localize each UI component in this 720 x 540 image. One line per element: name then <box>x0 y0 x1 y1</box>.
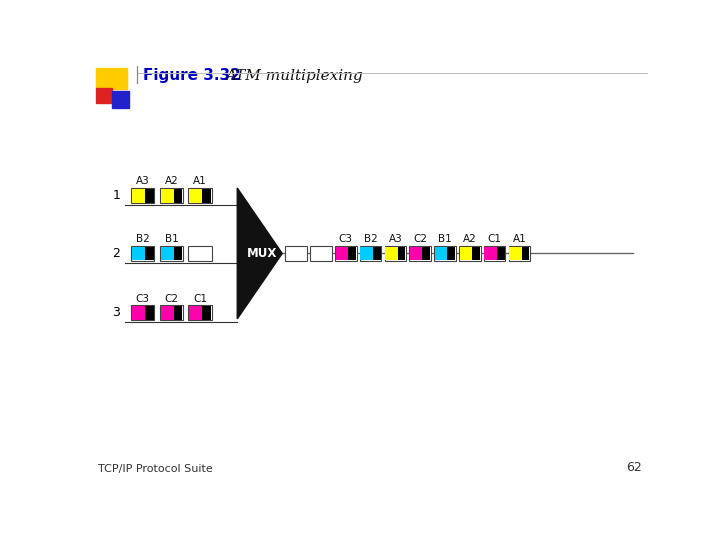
Bar <box>434 246 456 261</box>
Bar <box>509 247 522 260</box>
Bar <box>484 246 505 261</box>
Bar <box>145 247 153 260</box>
Bar <box>202 189 211 202</box>
Bar <box>161 189 174 202</box>
Bar <box>174 306 182 320</box>
Bar <box>472 247 480 260</box>
Bar <box>459 247 472 260</box>
Bar <box>161 306 174 320</box>
Bar <box>189 246 212 261</box>
Bar <box>174 189 182 202</box>
Bar <box>361 247 373 260</box>
Text: C3: C3 <box>135 294 150 303</box>
Bar <box>497 247 505 260</box>
Bar <box>435 247 447 260</box>
Bar <box>348 247 356 260</box>
Bar <box>335 246 356 261</box>
Bar <box>161 247 174 260</box>
Text: A1: A1 <box>193 177 207 186</box>
Text: 1: 1 <box>112 189 120 202</box>
Bar <box>96 68 127 90</box>
Bar <box>485 247 497 260</box>
Bar <box>310 246 332 261</box>
Bar <box>160 188 183 204</box>
Text: A1: A1 <box>513 234 526 244</box>
Bar <box>360 246 382 261</box>
Bar <box>160 305 183 320</box>
Text: C1: C1 <box>193 294 207 303</box>
Bar <box>385 247 397 260</box>
Text: A3: A3 <box>389 234 402 244</box>
Text: Figure 3.32: Figure 3.32 <box>143 68 240 83</box>
Bar <box>384 246 406 261</box>
Bar <box>373 247 381 260</box>
Text: B2: B2 <box>136 234 150 244</box>
Text: ATM multiplexing: ATM multiplexing <box>225 69 364 83</box>
Bar <box>131 305 154 320</box>
Bar <box>131 188 154 204</box>
Bar <box>522 247 529 260</box>
Text: A2: A2 <box>164 177 179 186</box>
Text: C2: C2 <box>413 234 427 244</box>
Text: B1: B1 <box>164 234 179 244</box>
Bar <box>202 306 211 320</box>
Bar <box>145 306 153 320</box>
Bar <box>409 246 431 261</box>
Bar <box>96 88 112 103</box>
Bar <box>132 247 145 260</box>
Bar <box>285 246 307 261</box>
Text: TCP/IP Protocol Suite: TCP/IP Protocol Suite <box>98 464 212 475</box>
Bar <box>145 189 153 202</box>
Bar <box>459 246 481 261</box>
Bar <box>174 247 182 260</box>
Bar <box>423 247 431 260</box>
Bar <box>132 189 145 202</box>
Text: C2: C2 <box>164 294 179 303</box>
Bar <box>508 246 530 261</box>
Text: A3: A3 <box>136 177 150 186</box>
Bar <box>189 189 202 202</box>
Text: B1: B1 <box>438 234 452 244</box>
Bar <box>189 305 212 320</box>
Bar <box>160 246 183 261</box>
Text: 2: 2 <box>112 247 120 260</box>
Text: C3: C3 <box>338 234 353 244</box>
Bar <box>336 247 348 260</box>
Text: 3: 3 <box>112 306 120 319</box>
Bar <box>189 306 202 320</box>
Text: 62: 62 <box>626 462 642 475</box>
Bar <box>189 188 212 204</box>
Bar <box>132 306 145 320</box>
Text: MUX: MUX <box>247 247 277 260</box>
Text: B2: B2 <box>364 234 377 244</box>
Text: A2: A2 <box>463 234 477 244</box>
Bar <box>112 91 129 108</box>
Text: C1: C1 <box>487 234 502 244</box>
Bar <box>397 247 405 260</box>
Bar <box>447 247 455 260</box>
Polygon shape <box>238 188 282 319</box>
Bar <box>410 247 423 260</box>
Bar <box>131 246 154 261</box>
